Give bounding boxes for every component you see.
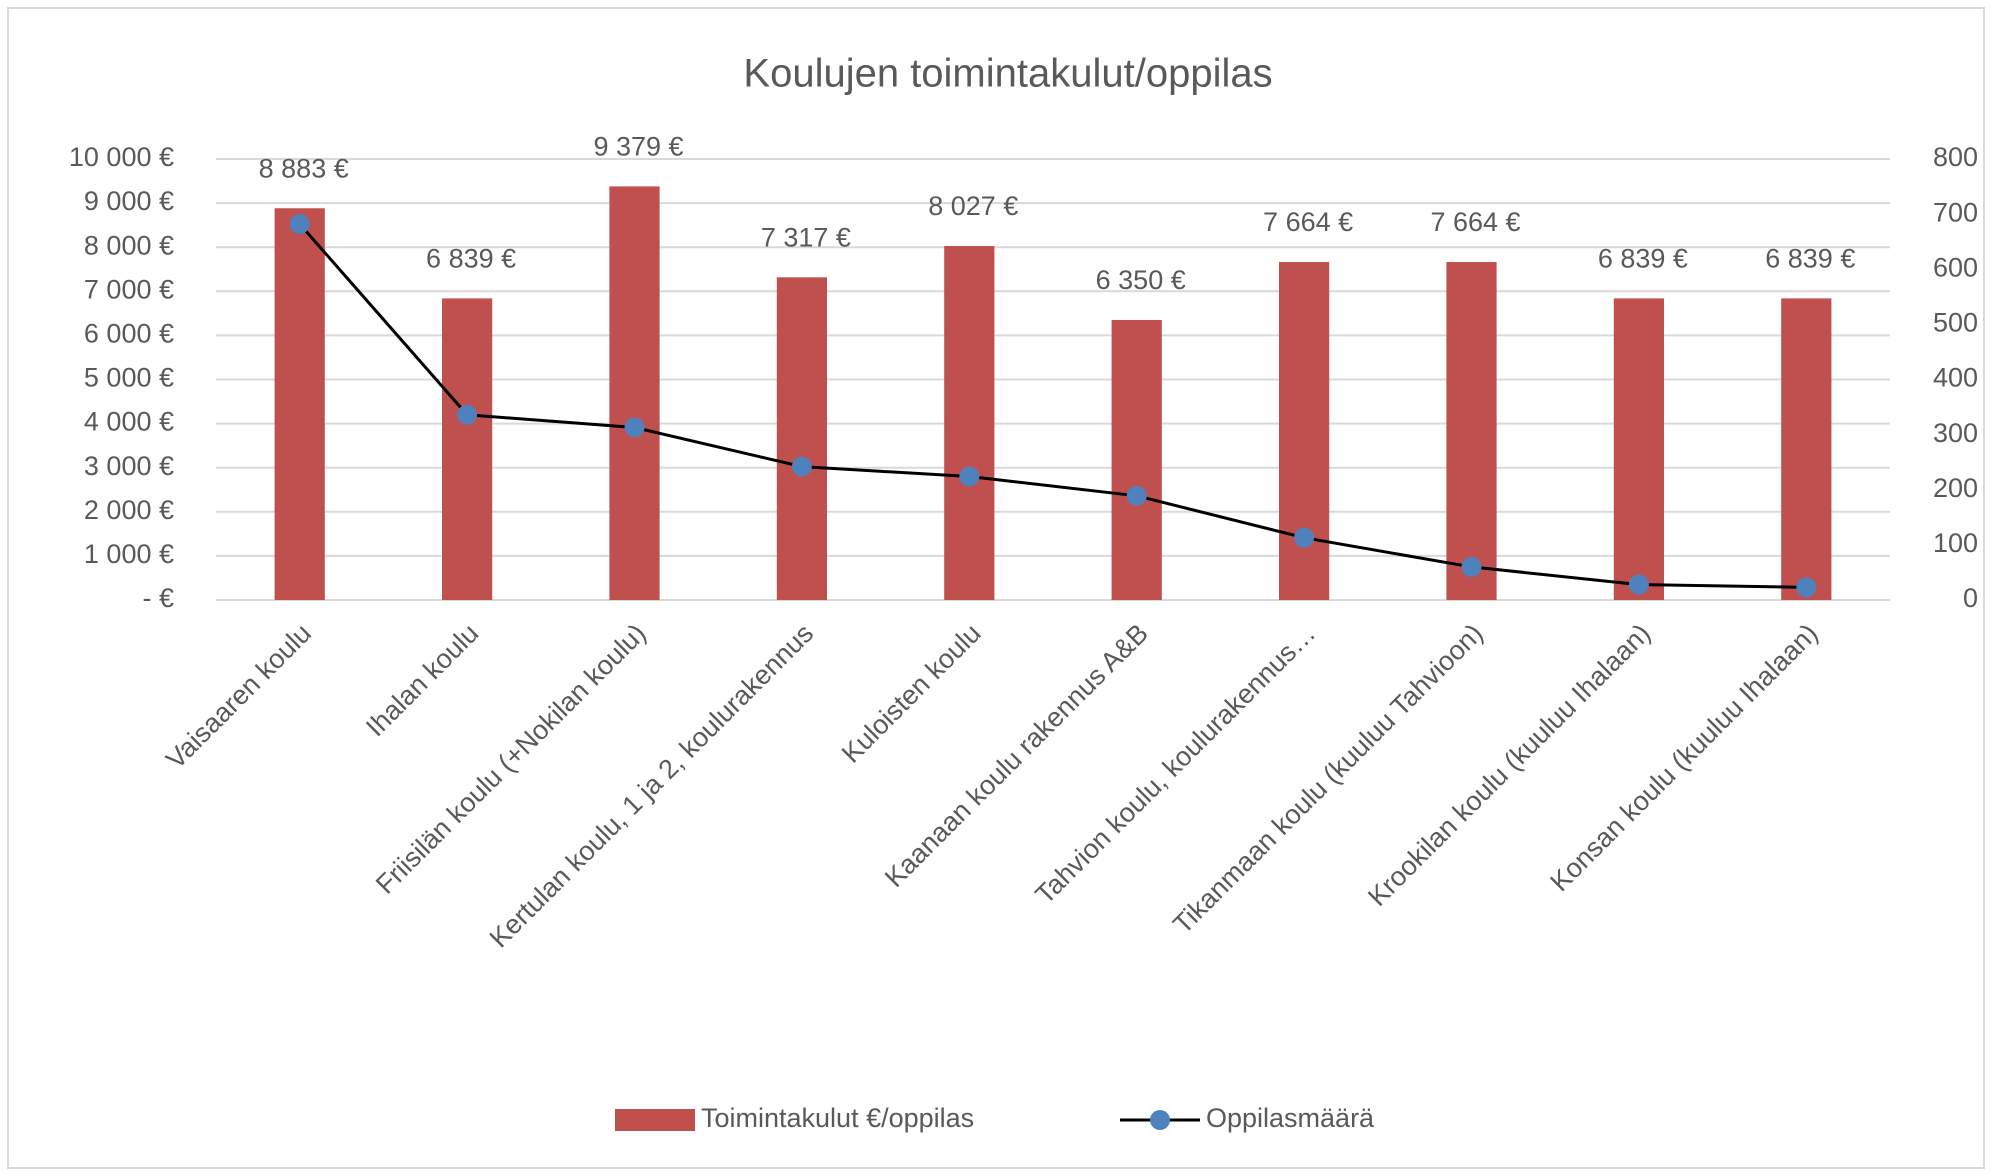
data-label: 8 883 € xyxy=(259,153,349,183)
chart-title: Koulujen toimintakulut/oppilas xyxy=(743,52,1272,96)
line-marker xyxy=(1461,556,1482,577)
line-marker xyxy=(624,417,645,438)
bar xyxy=(1613,298,1665,600)
data-label: 7 664 € xyxy=(1430,207,1520,237)
y-tick-label: 1 000 € xyxy=(84,539,174,569)
y-tick-label: 9 000 € xyxy=(84,186,174,216)
bar xyxy=(1781,298,1832,600)
y2-tick-label: 400 xyxy=(1933,363,1978,393)
y-tick-label: 4 000 € xyxy=(84,407,174,437)
bar xyxy=(441,298,493,600)
line-marker xyxy=(1126,485,1147,506)
data-label: 6 839 € xyxy=(1765,244,1855,274)
legend-label: Toimintakulut €/oppilas xyxy=(701,1103,974,1133)
bar xyxy=(1278,262,1330,600)
y2-tick-label: 800 xyxy=(1933,142,1978,172)
y-tick-label: 3 000 € xyxy=(84,451,174,481)
legend-swatch xyxy=(615,1109,695,1131)
bar xyxy=(274,208,325,600)
y-tick-label: 2 000 € xyxy=(84,495,174,525)
y2-tick-label: 600 xyxy=(1933,252,1978,282)
line-marker xyxy=(289,214,310,235)
y2-tick-label: 100 xyxy=(1933,528,1978,558)
line xyxy=(298,223,1807,589)
y2-tick-label: 0 xyxy=(1963,583,1978,613)
data-label: 8 027 € xyxy=(928,191,1018,221)
legend-label: Oppilasmäärä xyxy=(1206,1103,1375,1133)
data-label: 6 839 € xyxy=(426,244,516,274)
data-label: 6 350 € xyxy=(1096,265,1186,295)
y-tick-label: 10 000 € xyxy=(69,142,174,172)
line-marker xyxy=(457,404,478,425)
line-marker xyxy=(1628,574,1649,595)
line-marker xyxy=(1796,577,1817,598)
y-tick-label: - € xyxy=(142,583,174,613)
bar xyxy=(1111,319,1162,600)
legend-marker xyxy=(1150,1110,1170,1130)
data-label: 9 379 € xyxy=(593,132,683,162)
bar xyxy=(944,246,995,601)
bar xyxy=(1446,262,1497,600)
line-marker xyxy=(959,466,980,487)
y2-tick-label: 300 xyxy=(1933,418,1978,448)
data-label: 6 839 € xyxy=(1598,244,1688,274)
y2-tick-label: 700 xyxy=(1933,197,1978,227)
y2-tick-label: 500 xyxy=(1933,308,1978,338)
line-marker xyxy=(791,456,812,477)
y2-tick-label: 200 xyxy=(1933,473,1978,503)
data-label: 7 664 € xyxy=(1263,207,1353,237)
bar xyxy=(609,186,660,600)
bar xyxy=(776,277,828,600)
y-tick-label: 5 000 € xyxy=(84,363,174,393)
y-tick-label: 7 000 € xyxy=(84,274,174,304)
y-tick-label: 8 000 € xyxy=(84,230,174,260)
data-label: 7 317 € xyxy=(761,222,851,252)
y-tick-label: 6 000 € xyxy=(84,319,174,349)
line-marker xyxy=(1294,527,1315,548)
